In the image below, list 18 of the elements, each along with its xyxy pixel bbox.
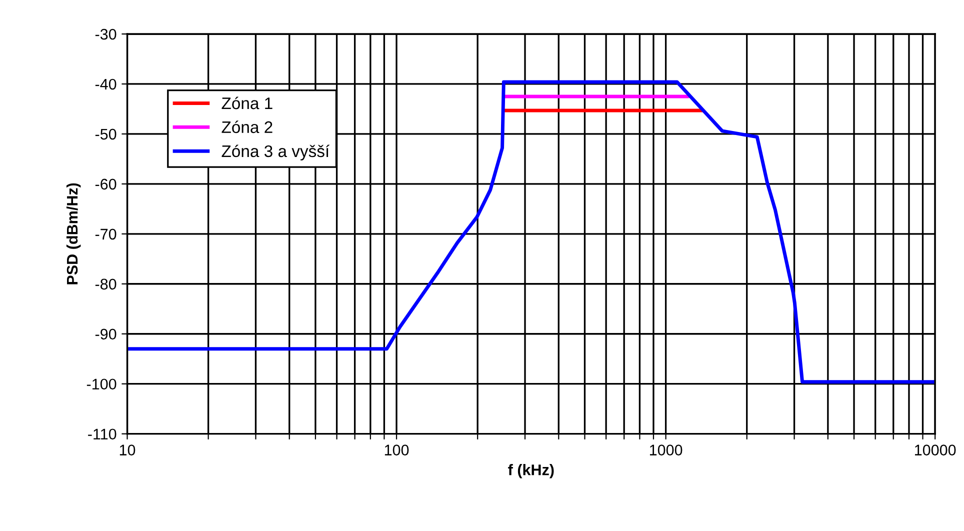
x-tick-label: 10 <box>120 444 136 456</box>
y-tick-label: -40 <box>95 78 116 90</box>
y-tick-label: -70 <box>95 228 116 240</box>
x-tick-label: 1000 <box>650 444 682 456</box>
legend-label: Zóna 3 a vyšší <box>222 144 330 160</box>
y-tick-label: -50 <box>95 128 116 140</box>
legend-label: Zóna 2 <box>222 120 272 134</box>
x-tick-label: 100 <box>384 444 409 456</box>
legend-label: Zóna 1 <box>222 96 272 110</box>
y-tick-label: -30 <box>95 28 116 40</box>
y-tick-label: -60 <box>95 178 116 190</box>
y-tick-label: -90 <box>95 328 116 340</box>
y-tick-label: -100 <box>86 378 116 390</box>
y-tick-label: -80 <box>95 278 116 290</box>
y-tick-label: -110 <box>88 428 116 440</box>
x-tick-label: 10000 <box>915 444 956 456</box>
y-axis-title: PSD (dBm/Hz) <box>66 183 81 284</box>
x-axis-title: f (kHz) <box>508 464 554 478</box>
